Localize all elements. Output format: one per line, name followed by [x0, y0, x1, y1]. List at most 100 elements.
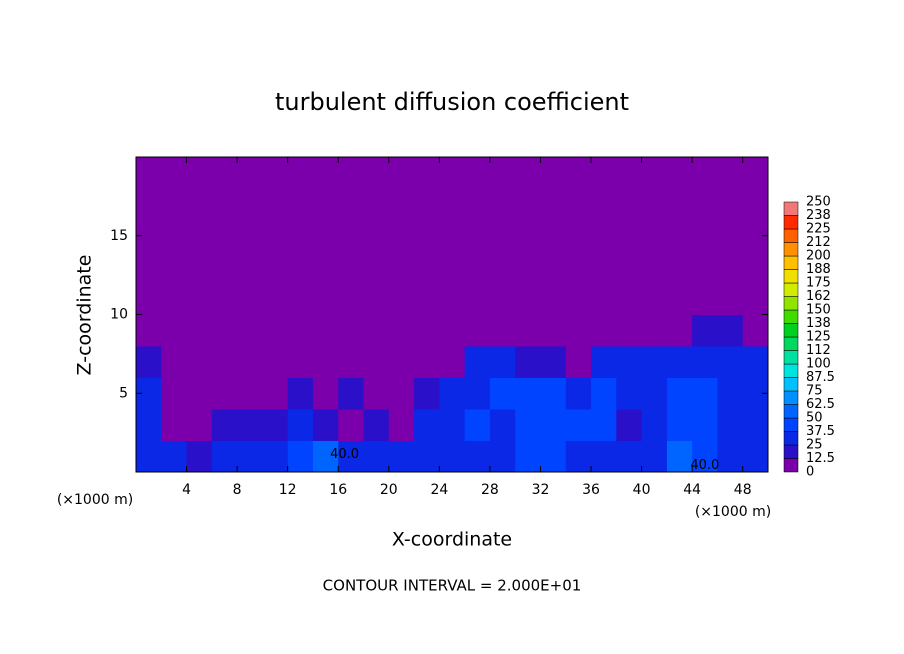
cell	[312, 251, 339, 284]
cell	[312, 157, 339, 189]
contour-label: 40.0	[330, 447, 359, 462]
colorbar-swatch	[783, 201, 799, 216]
x-tick-label: 28	[481, 482, 499, 498]
cell	[363, 409, 390, 441]
cell	[464, 409, 491, 441]
cell	[666, 251, 693, 284]
cell	[136, 346, 162, 378]
cell	[641, 377, 668, 410]
cell	[338, 283, 365, 315]
cell	[489, 188, 516, 221]
cell	[616, 188, 643, 221]
x-tick-label: 20	[380, 482, 398, 498]
cell	[312, 409, 339, 441]
cell	[515, 440, 541, 473]
cell	[616, 440, 643, 473]
cell	[641, 314, 668, 347]
cell	[211, 346, 238, 378]
cell	[742, 346, 769, 378]
colorbar-swatch	[783, 255, 799, 270]
cell	[692, 346, 718, 378]
x-tick-label: 24	[430, 482, 448, 498]
cell	[489, 346, 516, 378]
cell	[717, 409, 744, 441]
colorbar-swatch	[783, 296, 799, 311]
colorbar-label: 250	[806, 195, 831, 210]
cell	[742, 188, 769, 221]
x-tick-label: 36	[582, 482, 600, 498]
cell	[439, 251, 466, 284]
cell	[692, 409, 718, 441]
cell	[186, 220, 213, 252]
cell	[338, 409, 365, 441]
cell	[211, 440, 238, 473]
cell	[211, 409, 238, 441]
cell	[489, 157, 516, 189]
cell	[742, 409, 769, 441]
cell	[489, 440, 516, 473]
cell	[136, 157, 162, 189]
colorbar-swatch	[783, 431, 799, 446]
cell	[414, 440, 440, 473]
cell	[565, 409, 592, 441]
cell	[666, 346, 693, 378]
cell	[692, 220, 718, 252]
colorbar-swatch	[783, 404, 799, 419]
cell	[388, 283, 415, 315]
cell	[363, 157, 390, 189]
cell	[717, 220, 744, 252]
x-tick-label: 4	[182, 482, 191, 498]
colorbar-label: 238	[806, 208, 831, 223]
colorbar-swatch	[783, 417, 799, 432]
cell	[287, 251, 314, 284]
cell	[742, 314, 769, 347]
cell	[414, 188, 440, 221]
cell	[666, 409, 693, 441]
cell	[262, 314, 289, 347]
cell	[439, 440, 466, 473]
cell	[237, 346, 263, 378]
colorbar-label: 50	[806, 411, 823, 426]
cell	[388, 346, 415, 378]
cell	[414, 283, 440, 315]
colorbar-swatch	[783, 363, 799, 378]
cell	[692, 251, 718, 284]
cell	[237, 157, 263, 189]
cell	[186, 440, 213, 473]
colorbar-label: 75	[806, 384, 823, 399]
cell	[312, 220, 339, 252]
x-tick-label: 44	[683, 482, 701, 498]
cell	[338, 377, 365, 410]
cell	[565, 220, 592, 252]
cell	[565, 188, 592, 221]
cell	[262, 283, 289, 315]
cell	[136, 440, 162, 473]
cell	[692, 377, 718, 410]
cell	[692, 283, 718, 315]
cell	[363, 346, 390, 378]
chart-title: turbulent diffusion coefficient	[275, 88, 629, 116]
cell	[363, 377, 390, 410]
cell	[439, 220, 466, 252]
cell	[464, 157, 491, 189]
colorbar-label: 25	[806, 438, 823, 453]
cell	[666, 188, 693, 221]
cell	[388, 377, 415, 410]
cell	[540, 314, 567, 347]
cell	[717, 188, 744, 221]
cell	[161, 283, 188, 315]
cell	[439, 346, 466, 378]
cell	[186, 314, 213, 347]
cell	[565, 157, 592, 189]
cell	[338, 220, 365, 252]
cell	[287, 188, 314, 221]
colorbar-label: 162	[806, 289, 831, 304]
colorbar-swatch	[783, 282, 799, 297]
cell	[338, 314, 365, 347]
x-tick-label: 40	[633, 482, 651, 498]
cell	[414, 157, 440, 189]
cell	[161, 440, 188, 473]
x-axis-label: X-coordinate	[392, 529, 512, 551]
cell	[312, 377, 339, 410]
